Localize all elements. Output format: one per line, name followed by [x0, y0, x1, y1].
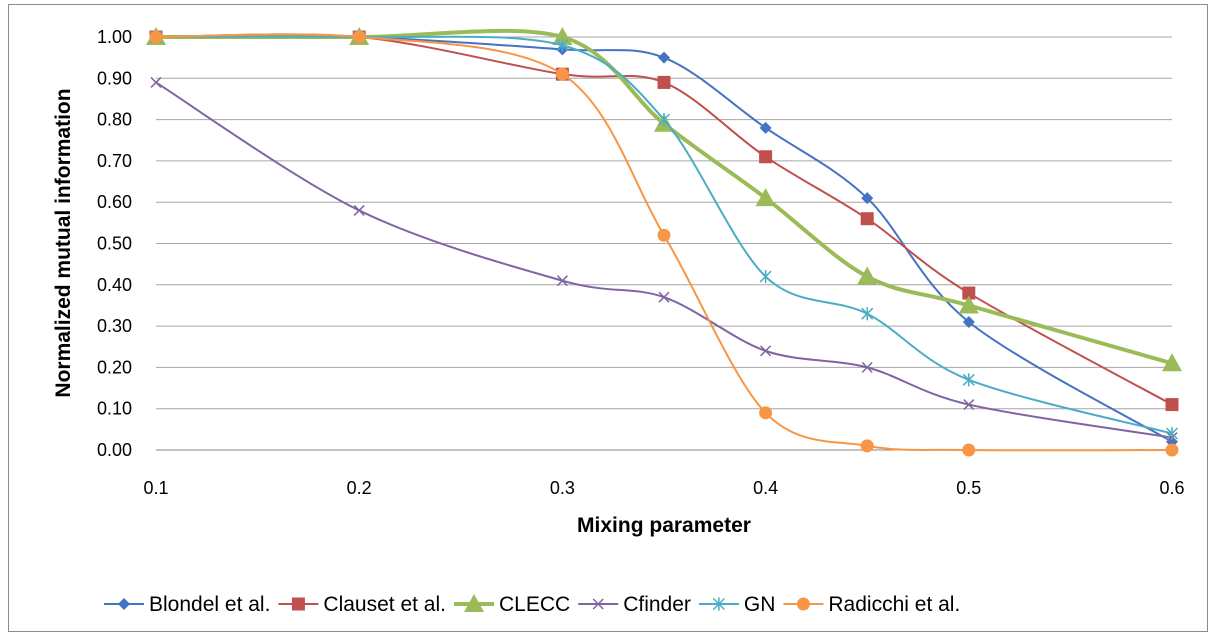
- legend-label: Cfinder: [623, 593, 691, 616]
- data-point-clecc: [1162, 353, 1182, 372]
- data-point-blondel-et-al: [658, 51, 670, 64]
- gridlines: [156, 36, 1172, 451]
- data-point-gn: [657, 113, 671, 127]
- data-point-cfinder: [353, 204, 365, 216]
- data-point-cfinder: [556, 275, 568, 287]
- y-tick-label: 0.50: [97, 234, 132, 254]
- series-radicchi-et-al: [149, 30, 1179, 457]
- x-tick-labels: 0.1 0.2 0.3 0.4 0.5 0.6: [143, 478, 1184, 498]
- data-point-clauset-et-al: [657, 75, 671, 89]
- legend-label: Clauset et al.: [323, 593, 446, 616]
- legend-marker: [712, 597, 725, 611]
- legend-marker: [592, 598, 604, 610]
- y-tick-label: 1.00: [97, 27, 132, 47]
- x-tick-label: 0.5: [956, 478, 981, 498]
- y-tick-label: 0.10: [97, 399, 132, 419]
- series-lines: [146, 27, 1182, 457]
- data-point-radicchi-et-al: [1165, 443, 1179, 457]
- series-line-radicchi-et-al: [155, 33, 1173, 452]
- data-point-radicchi-et-al: [352, 30, 366, 44]
- series-clauset-et-al: [149, 30, 1179, 412]
- x-tick-label: 0.3: [550, 478, 575, 498]
- data-point-clauset-et-al: [860, 212, 874, 226]
- x-tick-label: 0.6: [1159, 478, 1184, 498]
- data-point-blondel-et-al: [861, 192, 874, 205]
- data-point-clauset-et-al: [962, 286, 976, 300]
- series-cfinder: [150, 76, 1178, 444]
- data-point-radicchi-et-al: [962, 443, 976, 457]
- legend-item-gn: GN: [698, 593, 776, 616]
- data-point-clecc: [755, 188, 776, 207]
- y-tick-labels: 0.00 0.10 0.20 0.30 0.40 0.50 0.60 0.70 0.80 0.90…: [97, 27, 132, 460]
- data-point-gn: [861, 307, 874, 321]
- data-point-cfinder: [658, 291, 670, 303]
- y-tick-label: 0.60: [97, 192, 132, 212]
- data-point-radicchi-et-al: [555, 67, 569, 81]
- data-point-cfinder: [760, 345, 772, 357]
- legend-item-radicchi-et-al: Radicchi et al.: [783, 593, 960, 616]
- data-point-cfinder: [963, 399, 975, 411]
- series-line-cfinder: [155, 81, 1173, 439]
- data-point-gn: [1165, 426, 1179, 441]
- y-tick-label: 0.20: [97, 357, 132, 377]
- x-tick-label: 0.1: [143, 478, 168, 498]
- data-point-clauset-et-al: [759, 150, 773, 164]
- data-point-radicchi-et-al: [759, 406, 773, 420]
- y-tick-label: 0.80: [97, 110, 132, 130]
- data-point-blondel-et-al: [759, 121, 772, 134]
- data-point-clecc: [857, 266, 878, 285]
- legend-item-cfinder: Cfinder: [578, 593, 691, 616]
- data-point-radicchi-et-al: [149, 30, 163, 44]
- legend-marker: [464, 594, 484, 612]
- legend-label: Blondel et al.: [149, 593, 270, 616]
- data-point-gn: [759, 269, 772, 284]
- x-axis-title: Mixing parameter: [577, 514, 751, 537]
- legend-label: Radicchi et al.: [828, 593, 960, 616]
- data-point-radicchi-et-al: [657, 228, 671, 242]
- data-point-gn: [556, 38, 569, 52]
- y-tick-label: 0.00: [97, 440, 132, 460]
- legend: Blondel et al. Clauset et al. CLECC Cfinder…: [104, 593, 960, 616]
- legend-item-clecc: CLECC: [454, 593, 570, 616]
- data-point-gn: [962, 373, 975, 387]
- x-tick-label: 0.4: [753, 478, 778, 498]
- data-point-blondel-et-al: [962, 315, 975, 328]
- data-point-cfinder: [861, 361, 873, 373]
- legend-item-blondel-et-al: Blondel et al.: [104, 593, 270, 616]
- legend-marker: [118, 598, 130, 610]
- y-axis-title: Normalized mutual information: [52, 88, 75, 397]
- data-point-cfinder: [150, 76, 162, 88]
- series-line-clauset-et-al: [155, 33, 1173, 406]
- x-tick-label: 0.2: [347, 478, 372, 498]
- data-point-radicchi-et-al: [860, 439, 874, 453]
- legend-marker: [796, 597, 810, 611]
- legend-label: CLECC: [499, 593, 570, 616]
- legend-marker: [291, 597, 305, 611]
- legend-label: GN: [744, 593, 776, 616]
- legend-item-clauset-et-al: Clauset et al.: [278, 593, 446, 616]
- data-point-clecc: [958, 295, 979, 314]
- data-point-clauset-et-al: [1165, 398, 1179, 412]
- y-tick-label: 0.40: [97, 275, 132, 295]
- y-tick-label: 0.90: [97, 68, 132, 88]
- y-tick-label: 0.70: [97, 151, 132, 171]
- y-tick-label: 0.30: [97, 316, 132, 336]
